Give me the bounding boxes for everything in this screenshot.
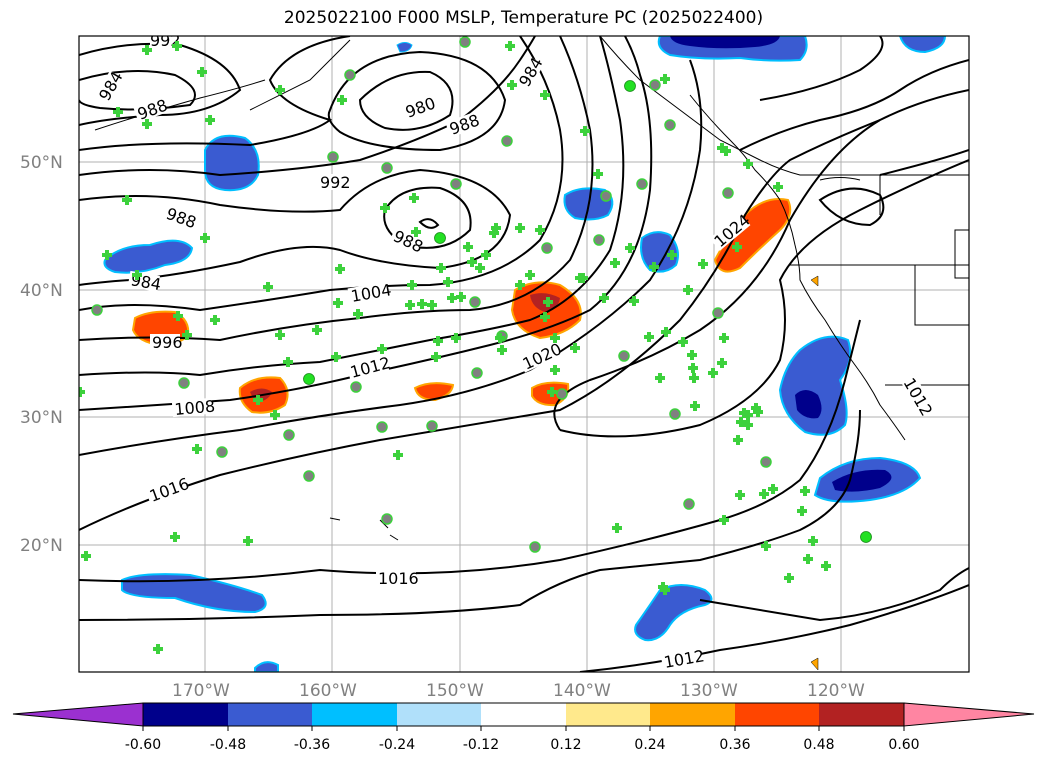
- observation-circle-grey: [472, 368, 482, 378]
- colorbar-tick-label: 0.60: [888, 737, 919, 753]
- colorbar-segment: [566, 703, 650, 726]
- colorbar-segment: [312, 703, 397, 726]
- latitude-labels: 50°N 40°N 30°N 20°N: [20, 153, 63, 556]
- colorbar-tick-label: 0.48: [803, 737, 834, 753]
- colorbar-segment: [143, 703, 228, 726]
- observation-circle-grey: [345, 70, 355, 80]
- colorbar-segment: [735, 703, 819, 726]
- observation-circle-grey: [470, 297, 480, 307]
- colorbar-tick-label: 0.36: [719, 737, 750, 753]
- colorbar-segment: [228, 703, 312, 726]
- colorbar-segment: [819, 703, 904, 726]
- colorbar-max-extension: [904, 703, 1034, 726]
- colorbar-tick-label: -0.48: [210, 737, 246, 753]
- observation-circle-grey: [637, 179, 647, 189]
- colorbar-tick-label: -0.24: [379, 737, 415, 753]
- colorbar-min-extension: [13, 703, 143, 726]
- observation-circle-grey: [713, 308, 723, 318]
- observation-circle-grey: [650, 80, 660, 90]
- lon-label: 130°W: [680, 681, 738, 701]
- colorbar-tick-label: 0.12: [550, 737, 581, 753]
- observation-circle-grey: [619, 351, 629, 361]
- observation-circle-green: [304, 374, 315, 385]
- observation-circle-grey: [723, 188, 733, 198]
- observation-circle-green: [625, 81, 636, 92]
- contour-label: 992: [320, 173, 351, 192]
- lat-label: 50°N: [20, 153, 63, 173]
- observation-circle-grey: [670, 409, 680, 419]
- observation-circle-grey: [684, 499, 694, 509]
- observation-circle-grey: [217, 447, 227, 457]
- observation-circle-grey: [601, 191, 611, 201]
- observation-circle-grey: [304, 471, 314, 481]
- lon-label: 150°W: [426, 681, 484, 701]
- colorbar-tick-label: 0.24: [634, 737, 665, 753]
- observation-circle-grey: [284, 430, 294, 440]
- contour-label: 996: [152, 333, 183, 352]
- observation-circle-grey: [427, 421, 437, 431]
- observation-circle-grey: [542, 243, 552, 253]
- observation-circle-grey: [451, 179, 461, 189]
- lon-label: 170°W: [172, 681, 230, 701]
- lon-label: 120°W: [807, 681, 865, 701]
- observation-circle-grey: [92, 305, 102, 315]
- colorbar-tick-label: -0.12: [463, 737, 499, 753]
- observation-circle-grey: [328, 152, 338, 162]
- observation-circle-grey: [351, 382, 361, 392]
- longitude-labels: 170°W 160°W 150°W 140°W 130°W 120°W: [172, 681, 865, 701]
- observation-circle-grey: [557, 389, 567, 399]
- lon-label: 140°W: [553, 681, 611, 701]
- observation-circle-grey: [530, 542, 540, 552]
- observation-circle-grey: [179, 378, 189, 388]
- observation-circle-green: [435, 233, 446, 244]
- colorbar-segment: [397, 703, 481, 726]
- observation-circle-grey: [502, 136, 512, 146]
- contour-label: 1016: [378, 569, 419, 588]
- observation-circle-grey: [382, 163, 392, 173]
- colorbar-segment: [650, 703, 735, 726]
- lat-label: 30°N: [20, 408, 63, 428]
- contour-label: 1008: [174, 397, 216, 419]
- observation-circle-grey: [377, 422, 387, 432]
- lat-label: 20°N: [20, 536, 63, 556]
- observation-circle-grey: [761, 457, 771, 467]
- observation-circle-grey: [460, 37, 470, 47]
- colorbar: -0.60 -0.48 -0.36 -0.24 -0.12 0.12 0.24 …: [13, 703, 1034, 753]
- observation-circle-grey: [665, 120, 675, 130]
- colorbar-tick-label: -0.36: [294, 737, 330, 753]
- observation-circle-green: [861, 532, 872, 543]
- lon-label: 160°W: [299, 681, 357, 701]
- colorbar-segment: [481, 703, 566, 726]
- lat-label: 40°N: [20, 281, 63, 301]
- observation-circle-grey: [594, 235, 604, 245]
- observation-circle-grey: [382, 514, 392, 524]
- colorbar-tick-label: -0.60: [125, 737, 161, 753]
